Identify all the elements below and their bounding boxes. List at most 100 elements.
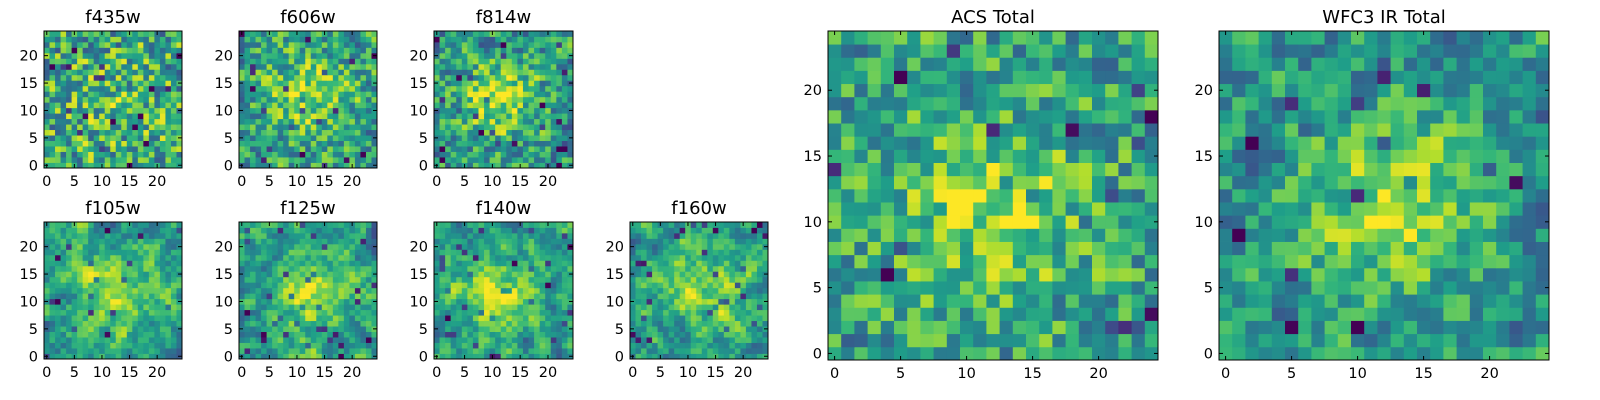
heatmap-cell bbox=[82, 135, 89, 141]
y-tick-label: 20 bbox=[20, 240, 38, 256]
heatmap-cell bbox=[294, 243, 301, 250]
heatmap-cell bbox=[734, 238, 741, 245]
heatmap-cell bbox=[310, 124, 317, 131]
heatmap-cell bbox=[310, 151, 317, 158]
heatmap-cell bbox=[343, 304, 350, 311]
heatmap-cell bbox=[434, 276, 440, 283]
heatmap-cell bbox=[283, 254, 290, 261]
heatmap-cell bbox=[272, 265, 279, 272]
heatmap-cell bbox=[283, 124, 290, 131]
heatmap-cell bbox=[707, 249, 714, 256]
y-tick-label: 10 bbox=[410, 103, 428, 119]
heatmap-cell bbox=[354, 265, 361, 272]
heatmap-cell bbox=[299, 80, 306, 87]
heatmap-cell bbox=[272, 96, 279, 103]
heatmap-cell bbox=[55, 331, 61, 338]
heatmap-cell bbox=[327, 80, 334, 87]
heatmap-cell bbox=[104, 243, 111, 250]
heatmap-cell bbox=[439, 249, 446, 256]
heatmap-cell bbox=[170, 298, 177, 305]
heatmap-cell bbox=[652, 271, 658, 278]
heatmap-cell bbox=[99, 74, 106, 81]
heatmap-cell bbox=[110, 41, 117, 48]
heatmap-cell bbox=[539, 222, 546, 228]
heatmap-cell bbox=[973, 281, 987, 295]
heatmap-cell bbox=[946, 215, 961, 229]
heatmap-cell bbox=[522, 52, 529, 59]
heatmap-cell bbox=[946, 241, 961, 256]
heatmap-cell bbox=[299, 309, 306, 316]
heatmap-cell bbox=[148, 63, 155, 70]
heatmap-cell bbox=[663, 287, 670, 294]
heatmap-cell bbox=[305, 238, 312, 245]
heatmap-cell bbox=[44, 140, 50, 147]
heatmap-cell bbox=[349, 135, 356, 141]
heatmap-cell bbox=[550, 315, 557, 322]
heatmap-cell bbox=[561, 96, 568, 103]
heatmap-cell bbox=[657, 260, 664, 267]
heatmap-cell bbox=[960, 281, 974, 295]
heatmap-cell bbox=[283, 243, 290, 250]
heatmap-cell bbox=[630, 276, 636, 283]
heatmap-cell bbox=[450, 96, 457, 103]
heatmap-cell bbox=[467, 80, 474, 87]
heatmap-cell bbox=[338, 287, 345, 294]
heatmap-cell bbox=[266, 232, 273, 239]
heatmap-cell bbox=[88, 151, 95, 158]
heatmap-cell bbox=[556, 320, 563, 327]
heatmap-cell bbox=[478, 260, 485, 267]
heatmap-cell bbox=[104, 298, 111, 305]
heatmap-cell bbox=[528, 63, 535, 70]
heatmap-cell bbox=[456, 140, 463, 147]
heatmap-cell bbox=[343, 298, 350, 305]
heatmap-cell bbox=[294, 41, 301, 48]
heatmap-cell bbox=[360, 41, 367, 48]
heatmap-cell bbox=[250, 80, 256, 87]
heatmap-cell bbox=[495, 232, 502, 239]
heatmap-cell bbox=[44, 331, 50, 338]
heatmap-cell bbox=[71, 309, 78, 316]
heatmap-cell bbox=[434, 254, 440, 261]
heatmap-cell bbox=[740, 271, 747, 278]
heatmap-cell bbox=[82, 337, 89, 343]
heatmap-cell bbox=[729, 337, 736, 343]
heatmap-cell bbox=[506, 36, 513, 43]
heatmap-cell bbox=[99, 107, 106, 114]
heatmap-cell bbox=[946, 281, 961, 295]
heatmap-cell bbox=[110, 282, 117, 289]
heatmap-cell bbox=[132, 309, 139, 316]
heatmap-cell bbox=[321, 309, 328, 316]
heatmap-cell bbox=[360, 309, 367, 316]
heatmap-cell bbox=[294, 118, 301, 125]
heatmap-cell bbox=[66, 91, 72, 98]
heatmap-cell bbox=[310, 107, 317, 114]
heatmap-cell bbox=[707, 337, 714, 343]
heatmap-cell bbox=[244, 353, 251, 360]
heatmap-cell bbox=[439, 146, 446, 152]
heatmap-cell bbox=[674, 276, 681, 283]
heatmap-cell bbox=[66, 36, 72, 43]
heatmap-cell bbox=[854, 307, 868, 321]
heatmap-cell bbox=[561, 304, 568, 311]
heatmap-cell bbox=[49, 135, 56, 141]
heatmap-cell bbox=[137, 320, 144, 327]
heatmap-cell bbox=[266, 52, 273, 59]
heatmap-cell bbox=[999, 281, 1014, 295]
heatmap-cell bbox=[121, 47, 128, 54]
heatmap-cell bbox=[467, 36, 474, 43]
heatmap-cell bbox=[472, 249, 479, 256]
heatmap-cell bbox=[250, 41, 256, 48]
heatmap-cell bbox=[690, 304, 697, 311]
heatmap-cell bbox=[439, 47, 446, 54]
heatmap-cell bbox=[255, 254, 262, 261]
heatmap-cell bbox=[132, 282, 139, 289]
heatmap-cell bbox=[539, 348, 546, 354]
heatmap-cell bbox=[165, 254, 172, 261]
heatmap-cell bbox=[148, 85, 155, 92]
heatmap-cell bbox=[82, 315, 89, 322]
heatmap-cell bbox=[115, 140, 122, 147]
heatmap-cell bbox=[539, 118, 546, 125]
heatmap-cell bbox=[137, 52, 144, 59]
heatmap-cell bbox=[506, 96, 513, 103]
heatmap-cell bbox=[121, 151, 128, 158]
